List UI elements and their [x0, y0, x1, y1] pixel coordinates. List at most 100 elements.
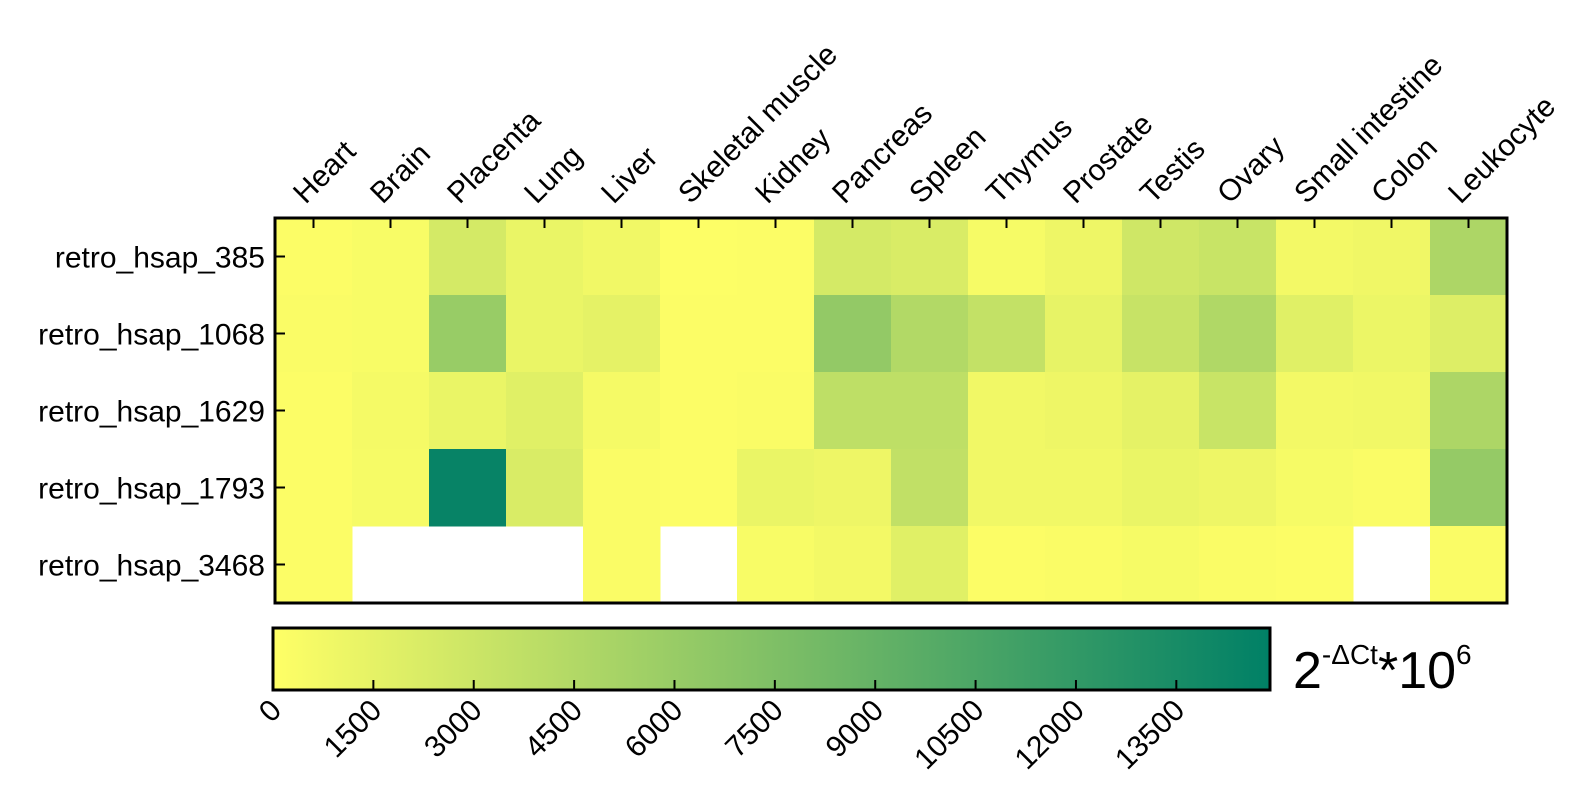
cell: [352, 449, 430, 527]
cell: [1199, 449, 1277, 527]
cell: [275, 372, 353, 450]
label-exp: -ΔCt: [1322, 639, 1378, 670]
cell: [275, 449, 353, 527]
colorbar-tick-label: 6000: [619, 694, 690, 765]
cell: [275, 526, 353, 604]
cell: [660, 218, 738, 296]
cell: [429, 372, 507, 450]
cell: [1276, 372, 1354, 450]
label-base: 2: [1293, 642, 1322, 700]
cell: [275, 218, 353, 296]
cell: [1430, 449, 1508, 527]
cell: [1045, 218, 1123, 296]
cell: [814, 449, 892, 527]
column-label: Ovary: [1211, 130, 1291, 210]
cell: [660, 295, 738, 373]
cell: [1122, 526, 1200, 604]
heatmap-cells: [275, 218, 1508, 604]
cell: [737, 295, 815, 373]
cell: [1276, 218, 1354, 296]
cell: [737, 218, 815, 296]
cell: [506, 372, 584, 450]
cell: [352, 295, 430, 373]
cell: [660, 372, 738, 450]
cell: [1353, 295, 1431, 373]
cell: [891, 295, 969, 373]
cell: [275, 295, 353, 373]
cell: [1353, 218, 1431, 296]
colorbar-tick-label: 0: [253, 694, 288, 729]
cell: [891, 372, 969, 450]
row-label: retro_hsap_1629: [38, 396, 265, 429]
cell: [429, 449, 507, 527]
cell: [968, 526, 1046, 604]
cell: [583, 526, 661, 604]
cell: [1045, 372, 1123, 450]
row-label: retro_hsap_385: [55, 242, 265, 275]
colorbar-label: 2-ΔCt*106: [1293, 639, 1472, 700]
cell: [1122, 449, 1200, 527]
column-label: Thymus: [980, 111, 1079, 210]
cell: [1199, 372, 1277, 450]
cell: [814, 372, 892, 450]
cell: [737, 526, 815, 604]
cell: [1199, 295, 1277, 373]
cell: [968, 295, 1046, 373]
cell: [506, 449, 584, 527]
cell: [1430, 295, 1508, 373]
cell: [1430, 526, 1508, 604]
colorbar-tick-label: 4500: [519, 694, 590, 765]
cell: [737, 449, 815, 527]
cell: [1430, 372, 1508, 450]
cell: [352, 372, 430, 450]
colorbar-tick-label: 10500: [908, 694, 990, 776]
row-label: retro_hsap_1793: [38, 473, 265, 506]
cell: [891, 526, 969, 604]
cell: [1353, 372, 1431, 450]
label-mid: *10: [1378, 642, 1456, 700]
column-label: Brain: [364, 137, 437, 210]
cell: [1122, 295, 1200, 373]
colorbar-tick-label: 13500: [1109, 694, 1191, 776]
cell: [506, 295, 584, 373]
cell: [968, 218, 1046, 296]
cell: [1430, 218, 1508, 296]
colorbar-tick-label: 1500: [318, 694, 389, 765]
cell: [737, 372, 815, 450]
cell: [429, 295, 507, 373]
colorbar-tick-label: 7500: [719, 694, 790, 765]
cell: [814, 526, 892, 604]
cell: [968, 449, 1046, 527]
cell: [1276, 449, 1354, 527]
cell: [1045, 526, 1123, 604]
cell: [583, 295, 661, 373]
cell: [1199, 218, 1277, 296]
colorbar-tick-label: 12000: [1009, 694, 1091, 776]
cell: [1353, 449, 1431, 527]
column-label: Liver: [595, 141, 664, 210]
cell: [429, 218, 507, 296]
column-label: Lung: [518, 139, 589, 210]
row-label: retro_hsap_3468: [38, 550, 265, 583]
row-label: retro_hsap_1068: [38, 319, 265, 352]
cell: [660, 449, 738, 527]
cell: [1122, 372, 1200, 450]
colorbar-tick-label: 3000: [418, 694, 489, 765]
cell: [583, 372, 661, 450]
cell: [891, 449, 969, 527]
label-exp2: 6: [1456, 639, 1472, 670]
cell: [891, 218, 969, 296]
colorbar-tick-label: 9000: [820, 694, 891, 765]
cell: [1199, 526, 1277, 604]
cell: [1045, 295, 1123, 373]
cell: [1045, 449, 1123, 527]
column-label: Heart: [287, 134, 363, 210]
cell: [1122, 218, 1200, 296]
cell: [583, 218, 661, 296]
cell: [814, 295, 892, 373]
column-label: Leukocyte: [1442, 90, 1562, 210]
cell: [506, 218, 584, 296]
cell: [1276, 295, 1354, 373]
colorbar: [271, 626, 1272, 692]
